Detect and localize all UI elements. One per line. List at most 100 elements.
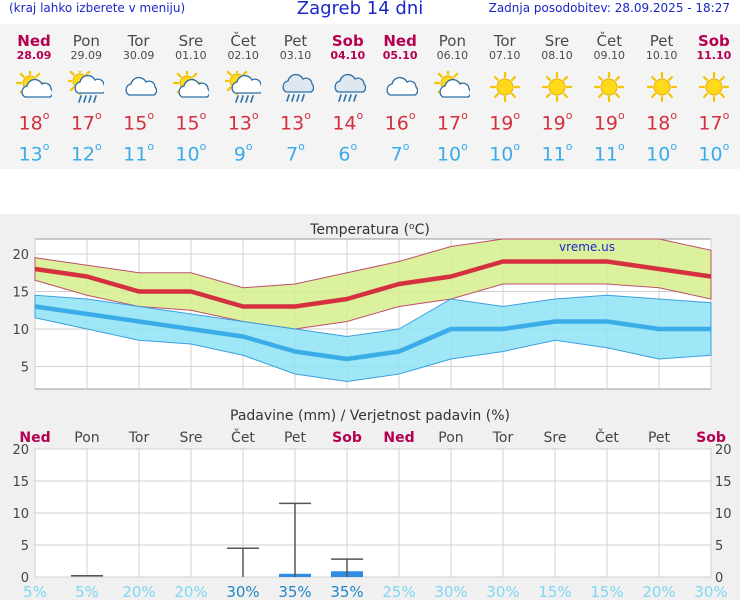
precip-probability: 30% — [486, 583, 519, 600]
sun-icon — [541, 71, 573, 103]
precip-probability: 20% — [122, 583, 155, 600]
temp-max: 19o — [489, 109, 521, 135]
precip-probability: 25% — [382, 583, 415, 600]
sun-icon — [646, 71, 677, 103]
x-tick-label: Ned — [383, 430, 414, 446]
x-tick-label: Tor — [492, 430, 514, 446]
precip-probability: 35% — [278, 583, 311, 600]
precip-probability: 20% — [642, 583, 675, 600]
day-name: Sre — [178, 32, 204, 50]
y-tick-label-right: 20 — [715, 443, 732, 458]
sun-cloud-icon — [16, 71, 52, 98]
temp-min: 12o — [70, 140, 102, 166]
temp-min-line — [34, 304, 711, 362]
temp-max: 17o — [698, 109, 730, 135]
day-name: Pon — [438, 32, 466, 50]
day-date: 29.09 — [70, 49, 103, 62]
temp-min: 11o — [123, 140, 155, 166]
spacer — [0, 169, 740, 214]
cloud-rain-icon — [334, 73, 366, 102]
temp-min: 10o — [489, 140, 521, 166]
day-date: 04.10 — [330, 49, 366, 62]
day-date: 06.10 — [436, 49, 469, 62]
temp-min: 7o — [390, 140, 410, 166]
day-name: Čet — [230, 32, 256, 50]
day-column: Čet 02.10 13o 9o — [217, 24, 269, 165]
temp-max: 18o — [18, 109, 50, 135]
menu-hint: (kraj lahko izberete v meniju) — [9, 1, 186, 15]
day-column: Ned 28.09 18o 13o — [8, 24, 60, 165]
y-tick-label: 0 — [21, 571, 29, 586]
page-title: Zagreb 14 dni — [296, 0, 424, 19]
day-date: 03.10 — [279, 49, 312, 62]
x-tick-label: Čet — [595, 428, 619, 446]
sun-icon — [489, 71, 520, 103]
y-tick-label: 5 — [21, 361, 29, 376]
daily-forecast-strip: Ned 28.09 18o 13o Pon 29.09 17o 12o Tor 30.09 15o 1… — [0, 24, 740, 169]
sun-cloud-rain-icon — [68, 71, 105, 103]
day-date: 30.09 — [122, 49, 155, 62]
day-column: Sob 04.10 14o 6o — [322, 24, 374, 165]
temp-max: 13o — [227, 109, 259, 135]
header-bar: (kraj lahko izberete v meniju) Zagreb 14… — [0, 0, 740, 22]
day-date: 28.09 — [16, 49, 52, 62]
day-date: 01.10 — [175, 49, 207, 62]
sun-cloud-rain-icon — [225, 71, 262, 103]
x-tick-label: Čet — [231, 428, 255, 446]
x-tick-label: Tor — [128, 430, 150, 446]
day-column: Pon 29.09 17o 12o — [60, 24, 112, 165]
temp-max: 15o — [123, 109, 155, 135]
day-column: Sre 08.10 19o 11o — [531, 24, 583, 166]
x-tick-label: Pon — [74, 430, 99, 446]
temp-min: 11o — [593, 140, 625, 166]
day-name: Pon — [72, 32, 100, 50]
last-updated: Zadnja posodobitev: 28.09.2025 - 18:27 — [488, 1, 730, 15]
temp-max: 19o — [541, 109, 573, 135]
y-tick-label: 20 — [12, 248, 29, 263]
day-date: 11.10 — [696, 49, 732, 62]
day-column: Tor 30.09 15o 11o — [113, 24, 165, 165]
x-tick-label: Pet — [648, 430, 671, 446]
precip-probability: 35% — [330, 583, 363, 600]
chart-title: Temperatura (oC) — [309, 222, 430, 238]
temp-min: 9o — [233, 140, 253, 166]
temp-min: 13o — [18, 140, 50, 166]
temp-max: 18o — [646, 109, 678, 135]
sun-cloud-icon — [434, 71, 471, 98]
temp-max: 17o — [70, 109, 102, 135]
y-tick-label: 10 — [12, 507, 29, 522]
x-tick-label: Pon — [438, 430, 463, 446]
day-column: Sre 01.10 15o 10o — [165, 24, 217, 165]
sun-cloud-icon — [172, 71, 209, 98]
day-column: Čet 09.10 19o 11o — [583, 24, 635, 166]
day-date: 07.10 — [488, 49, 521, 62]
temp-max: 15o — [175, 109, 207, 135]
y-tick-label: 20 — [12, 443, 29, 458]
x-tick-label: Sre — [544, 430, 567, 446]
sun-icon — [698, 71, 729, 103]
precip-probability: 30% — [694, 583, 727, 600]
day-date: 10.10 — [645, 49, 678, 62]
day-column: Pet 10.10 18o 10o — [636, 24, 688, 166]
y-tick-label: 15 — [12, 286, 29, 301]
day-date: 05.10 — [382, 49, 418, 62]
day-column: Tor 07.10 19o 10o — [479, 24, 531, 166]
day-name: Pet — [649, 32, 674, 50]
cloud-icon — [125, 76, 157, 96]
temp-max: 13o — [280, 109, 311, 135]
day-name: Sre — [544, 32, 570, 50]
precip-probability: 5% — [75, 583, 99, 600]
x-tick-label: Sob — [332, 430, 362, 446]
day-column: Sob 11.10 17o 10o — [688, 24, 740, 166]
x-tick-label: Sre — [180, 430, 203, 446]
y-tick-label: 10 — [12, 323, 29, 338]
day-name: Ned — [17, 32, 51, 50]
precip-probability: 20% — [174, 583, 207, 600]
y-tick-label-right: 0 — [715, 571, 723, 586]
chart-title: Padavine (mm) / Verjetnost padavin (%) — [230, 408, 510, 424]
day-date: 08.10 — [541, 49, 573, 62]
y-tick-label-right: 10 — [715, 507, 732, 522]
day-column: Pon 06.10 17o 10o — [426, 24, 478, 165]
precip-probability: 30% — [226, 583, 259, 600]
precip-probability: 15% — [538, 583, 571, 600]
